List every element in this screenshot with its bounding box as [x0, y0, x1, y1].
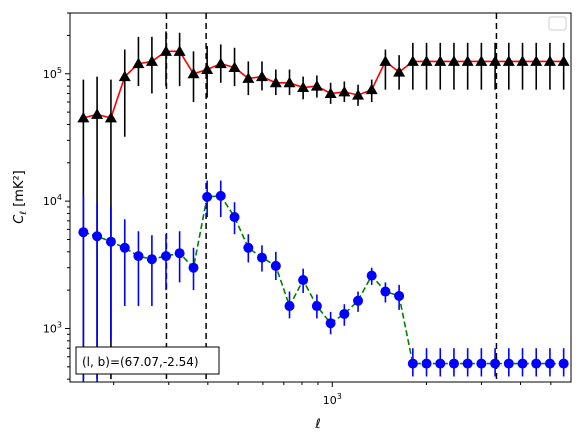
marker-1-2 — [105, 236, 116, 247]
marker-1-27 — [448, 358, 459, 369]
marker-0-29 — [475, 55, 488, 66]
marker-0-6 — [159, 45, 172, 56]
x-tick-label: 103 — [323, 392, 342, 407]
marker-0-18 — [324, 87, 337, 98]
annotation-box: (l, b)=(67.07,-2.54) — [75, 346, 220, 375]
legend — [548, 16, 567, 31]
marker-1-22 — [380, 286, 391, 297]
marker-0-5 — [145, 55, 158, 66]
marker-1-35 — [558, 358, 569, 369]
marker-1-6 — [160, 251, 171, 262]
marker-0-1 — [91, 108, 104, 119]
marker-0-15 — [283, 76, 296, 88]
marker-1-16 — [298, 275, 309, 286]
marker-1-0 — [78, 227, 89, 238]
marker-0-28 — [461, 55, 474, 66]
marker-1-8 — [188, 262, 199, 273]
svg-text:Cℓ [mK²]: Cℓ [mK²] — [12, 170, 29, 223]
marker-1-14 — [270, 260, 281, 271]
marker-1-5 — [146, 254, 157, 265]
marker-1-7 — [174, 248, 185, 259]
marker-1-20 — [353, 295, 364, 306]
marker-1-11 — [229, 212, 240, 223]
marker-0-24 — [406, 55, 419, 66]
marker-1-34 — [544, 358, 555, 369]
marker-0-0 — [77, 111, 90, 123]
marker-0-4 — [132, 57, 145, 69]
marker-0-23 — [393, 66, 406, 77]
marker-1-10 — [215, 190, 226, 201]
marker-1-15 — [284, 301, 295, 312]
marker-0-8 — [187, 67, 200, 79]
marker-1-24 — [407, 358, 418, 369]
legend-box — [548, 16, 567, 31]
marker-0-30 — [489, 55, 502, 66]
marker-0-19 — [338, 85, 351, 97]
marker-0-13 — [255, 70, 268, 82]
series-line-0 — [83, 50, 564, 119]
marker-0-7 — [173, 45, 186, 56]
marker-0-35 — [557, 55, 570, 66]
marker-0-32 — [516, 55, 529, 66]
marker-0-9 — [201, 63, 214, 75]
axes: 103 104 105 103 — [43, 12, 572, 407]
y-tick-label: 104 — [43, 193, 62, 208]
annotation-frame — [75, 346, 220, 375]
marker-0-16 — [297, 81, 310, 93]
marker-0-25 — [420, 55, 433, 66]
marker-0-14 — [269, 76, 282, 88]
marker-1-23 — [394, 290, 405, 301]
marker-0-11 — [228, 61, 241, 72]
marker-0-12 — [242, 72, 255, 83]
y-tick-label: 103 — [43, 320, 62, 335]
marker-1-13 — [256, 252, 267, 263]
y-axis-label: Cℓ [mK²] — [12, 170, 29, 223]
marker-0-10 — [214, 57, 227, 69]
marker-1-3 — [119, 242, 130, 253]
marker-1-18 — [325, 318, 336, 329]
marker-1-28 — [462, 358, 473, 369]
marker-1-26 — [435, 358, 446, 369]
series-1 — [78, 180, 569, 382]
marker-1-12 — [243, 242, 254, 253]
marker-1-1 — [92, 231, 103, 242]
marker-0-34 — [543, 55, 556, 66]
y-tick-label: 105 — [43, 66, 62, 81]
marker-0-21 — [365, 83, 378, 95]
marker-1-17 — [311, 301, 322, 312]
marker-0-3 — [118, 70, 131, 82]
marker-0-33 — [530, 55, 543, 66]
series-line-1 — [83, 195, 564, 365]
axes-frame — [69, 12, 572, 383]
marker-0-22 — [379, 55, 392, 66]
marker-1-32 — [517, 358, 528, 369]
marker-0-2 — [104, 111, 117, 123]
marker-1-9 — [202, 191, 213, 202]
marker-1-21 — [366, 270, 377, 281]
marker-0-31 — [502, 55, 515, 66]
plot-area — [77, 13, 570, 382]
y-axis-label-main: C — [12, 214, 27, 224]
annotation-text: (l, b)=(67.07,-2.54) — [82, 355, 199, 369]
marker-1-30 — [490, 358, 501, 369]
marker-1-29 — [476, 358, 487, 369]
marker-0-20 — [352, 89, 365, 100]
y-axis-label-sub: ℓ — [19, 211, 29, 216]
marker-1-4 — [133, 251, 144, 262]
marker-1-31 — [503, 358, 514, 369]
marker-0-27 — [447, 55, 460, 66]
marker-1-19 — [339, 308, 350, 319]
marker-1-33 — [531, 358, 542, 369]
x-axis-label: ℓ — [314, 417, 320, 432]
marker-0-17 — [310, 80, 323, 91]
marker-0-26 — [434, 55, 447, 66]
marker-1-25 — [421, 358, 432, 369]
y-axis-label-units: [mK²] — [12, 170, 27, 207]
